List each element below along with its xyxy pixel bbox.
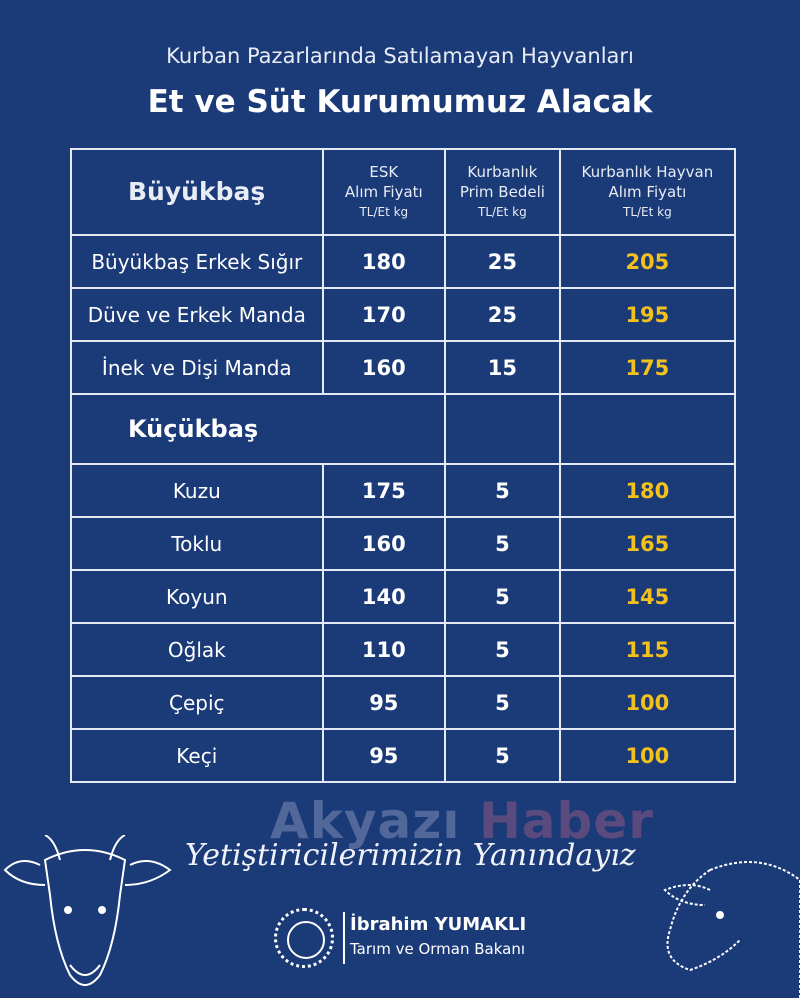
animal-name: Toklu <box>70 516 324 571</box>
prim-price: 15 <box>444 340 561 395</box>
watermark-part2: Haber <box>478 792 654 850</box>
animal-name: Kuzu <box>70 463 324 518</box>
animal-name: Koyun <box>70 569 324 624</box>
prim-price: 25 <box>444 234 561 289</box>
column-unit: TL/Et kg <box>359 205 409 219</box>
section-header-buyukbas: Büyükbaş <box>70 148 324 236</box>
section-header-kucukbas: Küçükbaş <box>69 393 447 465</box>
column-header-line: Kurbanlık <box>467 163 538 181</box>
column-header-line: Prim Bedeli <box>459 183 545 201</box>
table-row: Kuzu 175 5 180 <box>70 463 737 518</box>
subtitle: Kurban Pazarlarında Satılamayan Hayvanla… <box>166 44 634 68</box>
cow-illustration <box>3 835 172 986</box>
esk-price: 95 <box>321 728 447 783</box>
prim-price: 5 <box>444 675 561 730</box>
total-price: 165 <box>558 516 737 571</box>
ministry-seal-logo <box>274 908 334 968</box>
table-row: İnek ve Dişi Manda 160 15 175 <box>70 340 737 395</box>
divider <box>343 912 345 964</box>
empty-cell <box>444 393 561 465</box>
esk-price: 160 <box>321 516 447 571</box>
animal-name: Büyükbaş Erkek Sığır <box>70 234 324 289</box>
total-price: 145 <box>558 569 737 624</box>
table-row: Düve ve Erkek Manda 170 25 195 <box>70 287 737 342</box>
esk-price: 180 <box>321 234 447 289</box>
column-header-line: Kurbanlık Hayvan <box>581 163 714 181</box>
minister-name: İbrahim YUMAKLI <box>350 914 527 935</box>
column-header-line: Alım Fiyatı <box>344 183 423 201</box>
column-unit: TL/Et kg <box>478 205 527 219</box>
esk-price: 110 <box>321 622 447 677</box>
prim-price: 5 <box>444 569 561 624</box>
column-header-line: ESK <box>369 163 399 181</box>
price-table: Büyükbaş ESK Alım Fiyatı TL/Et kg Kurbanlı… <box>69 148 737 783</box>
table-row: Çepiç 95 5 100 <box>70 675 737 730</box>
animal-name: Keçi <box>70 728 324 783</box>
esk-price: 170 <box>321 287 447 342</box>
esk-price: 140 <box>321 569 447 624</box>
total-price: 175 <box>558 340 737 395</box>
total-price: 205 <box>558 234 737 289</box>
column-header-esk: ESK Alım Fiyatı TL/Et kg <box>321 148 447 236</box>
prim-price: 25 <box>444 287 561 342</box>
watermark: Akyazı Haber <box>270 792 654 850</box>
prim-price: 5 <box>444 463 561 518</box>
slogan: Yetiştiricilerimizin Yanındayız <box>185 838 636 873</box>
animal-name: Oğlak <box>70 622 324 677</box>
table-row: Keçi 95 5 100 <box>70 728 737 783</box>
table-row: Oğlak 110 5 115 <box>70 622 737 677</box>
column-unit: TL/Et kg <box>622 205 672 219</box>
esk-price: 175 <box>321 463 447 518</box>
prim-price: 5 <box>444 622 561 677</box>
prim-price: 5 <box>444 728 561 783</box>
column-header-line: Alım Fiyatı <box>608 183 687 201</box>
esk-price: 95 <box>321 675 447 730</box>
total-price: 115 <box>558 622 737 677</box>
table-row: Toklu 160 5 165 <box>70 516 737 571</box>
table-row: Koyun 140 5 145 <box>70 569 737 624</box>
animal-name: Düve ve Erkek Manda <box>70 287 324 342</box>
table-row: Büyükbaş Erkek Sığır 180 25 205 <box>70 234 737 289</box>
page-title: Et ve Süt Kurumumuz Alacak <box>147 84 653 120</box>
table-header-row: Büyükbaş ESK Alım Fiyatı TL/Et kg Kurbanlı… <box>70 148 737 236</box>
total-price: 100 <box>558 675 737 730</box>
total-price: 100 <box>558 728 737 783</box>
prim-price: 5 <box>444 516 561 571</box>
minister-title: Tarım ve Orman Bakanı <box>350 940 526 958</box>
empty-cell <box>558 393 737 465</box>
total-price: 195 <box>558 287 737 342</box>
column-header-prim: Kurbanlık Prim Bedeli TL/Et kg <box>444 148 561 236</box>
column-header-total: Kurbanlık Hayvan Alım Fiyatı TL/Et kg <box>558 148 737 236</box>
watermark-part1: Akyazı <box>270 792 461 850</box>
total-price: 180 <box>558 463 737 518</box>
esk-price: 160 <box>321 340 447 395</box>
section-row: Küçükbaş <box>69 393 737 465</box>
animal-name: İnek ve Dişi Manda <box>70 340 324 395</box>
sheep-illustration <box>663 861 800 998</box>
animal-name: Çepiç <box>70 675 324 730</box>
